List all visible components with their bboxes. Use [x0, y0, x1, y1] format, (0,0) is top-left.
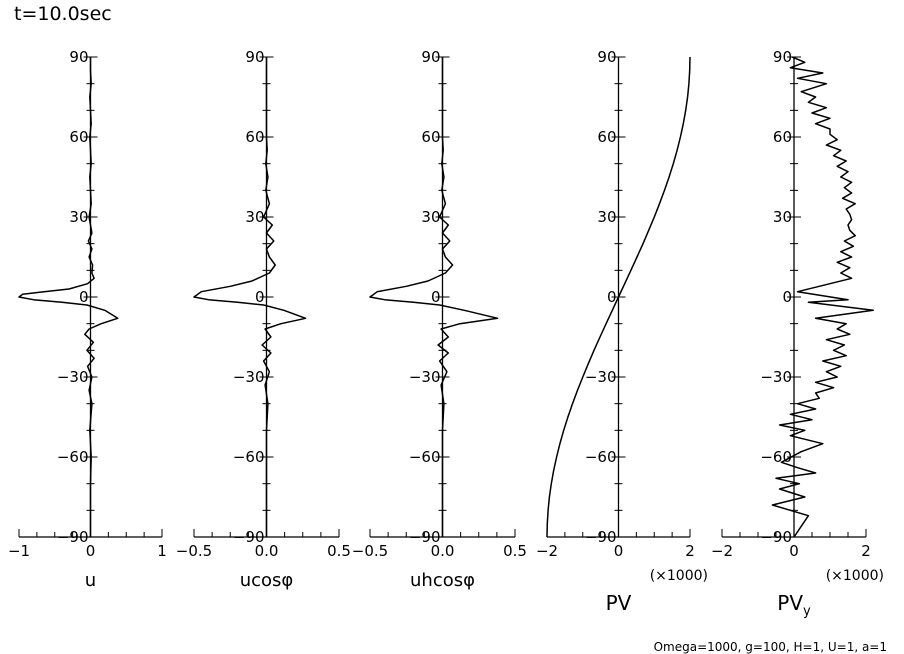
- x-axis-label: u: [85, 570, 96, 591]
- y-tick-label: 60: [245, 128, 264, 146]
- series-line-1: [771, 56, 874, 538]
- x-multiplier-label: (×1000): [826, 568, 884, 584]
- y-tick-label: −60: [57, 448, 89, 466]
- y-tick-label: 0: [431, 288, 441, 306]
- y-tick-label: 30: [773, 208, 792, 226]
- y-tick-label: 0: [79, 288, 89, 306]
- y-tick-label: 0: [782, 288, 792, 306]
- y-tick-label: 30: [421, 208, 440, 226]
- x-tick-label: 0.0: [255, 542, 279, 560]
- x-tick-label: 0.0: [431, 542, 455, 560]
- y-tick-label: −60: [760, 448, 792, 466]
- series-line-1: [369, 57, 499, 537]
- y-tick-label: 30: [597, 208, 616, 226]
- x-axis-label-subscript: y: [803, 604, 811, 619]
- y-tick-label: −60: [409, 448, 441, 466]
- figure-title: t=10.0sec: [14, 3, 112, 25]
- y-tick-label: 60: [69, 128, 88, 146]
- x-tick-label: 0: [86, 542, 96, 560]
- x-tick-label: 0: [614, 542, 624, 560]
- y-tick-label: −30: [760, 368, 792, 386]
- y-tick-label: 60: [773, 128, 792, 146]
- x-tick-label: 0.5: [327, 542, 351, 560]
- series-line-1: [546, 56, 691, 538]
- y-tick-label: 30: [69, 208, 88, 226]
- y-tick-label: −60: [233, 448, 265, 466]
- x-tick-label: −0.5: [176, 542, 212, 560]
- y-tick-label: 90: [421, 48, 440, 66]
- x-tick-label: −2: [711, 542, 733, 560]
- x-tick-label: 2: [861, 542, 871, 560]
- x-axis-label: PV: [606, 591, 632, 615]
- parameter-footer: Omega=1000, g=100, H=1, U=1, a=1: [654, 640, 887, 654]
- y-tick-label: −30: [409, 368, 441, 386]
- series-line-1: [193, 57, 307, 537]
- x-tick-label: 1: [157, 542, 167, 560]
- y-tick-label: 0: [255, 288, 265, 306]
- y-tick-label: 60: [597, 128, 616, 146]
- series-line-1: [18, 57, 119, 537]
- x-axis-label: PVy: [777, 591, 811, 619]
- y-tick-label: 90: [69, 48, 88, 66]
- x-axis-label: uhcosφ: [410, 570, 475, 591]
- x-tick-label: 2: [685, 542, 695, 560]
- x-tick-label: −1: [8, 542, 30, 560]
- x-tick-label: −2: [536, 542, 558, 560]
- y-tick-label: 30: [245, 208, 264, 226]
- y-tick-label: −30: [585, 368, 617, 386]
- x-tick-label: −0.5: [352, 542, 388, 560]
- x-tick-label: 0.5: [503, 542, 527, 560]
- y-tick-label: 90: [597, 48, 616, 66]
- y-tick-label: −30: [233, 368, 265, 386]
- y-tick-label: −60: [585, 448, 617, 466]
- y-tick-label: 60: [421, 128, 440, 146]
- y-tick-label: 90: [245, 48, 264, 66]
- y-tick-label: 0: [607, 288, 617, 306]
- x-multiplier-label: (×1000): [650, 568, 708, 584]
- x-tick-label: 0: [789, 542, 799, 560]
- y-tick-label: 90: [773, 48, 792, 66]
- y-tick-label: −30: [57, 368, 89, 386]
- x-axis-label: ucosφ: [240, 570, 294, 591]
